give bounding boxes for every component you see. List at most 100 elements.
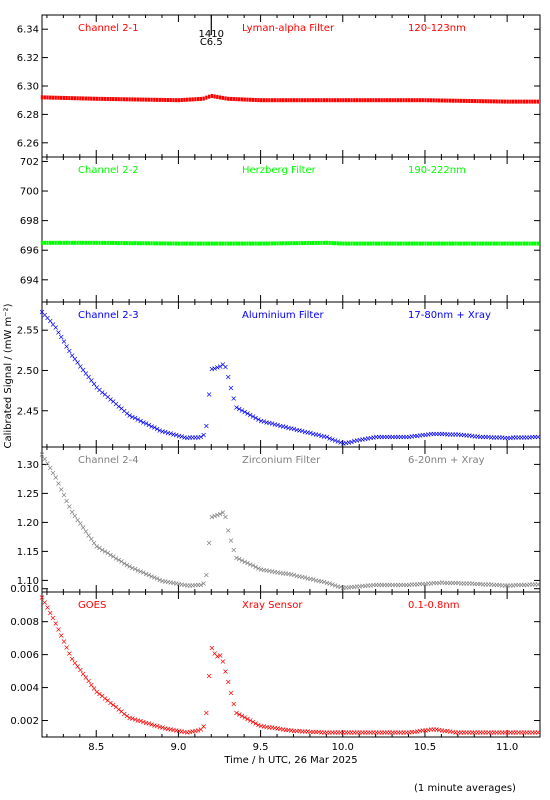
data-point: × bbox=[515, 728, 522, 737]
data-point: × bbox=[176, 431, 183, 440]
data-point bbox=[432, 98, 435, 103]
data-point: × bbox=[351, 728, 358, 737]
data-point: × bbox=[110, 552, 117, 561]
data-point: × bbox=[318, 431, 325, 440]
data-point: × bbox=[39, 308, 46, 317]
data-point: × bbox=[113, 554, 120, 563]
data-point: × bbox=[110, 700, 117, 709]
data-point: × bbox=[496, 433, 503, 442]
data-point: × bbox=[145, 719, 152, 728]
data-point: × bbox=[269, 567, 276, 576]
data-point bbox=[421, 98, 424, 103]
data-point: × bbox=[154, 424, 161, 433]
data-point bbox=[292, 241, 296, 246]
data-point: × bbox=[228, 536, 235, 545]
data-point: × bbox=[217, 362, 224, 371]
data-point: × bbox=[496, 581, 503, 590]
data-point bbox=[136, 241, 140, 246]
data-point bbox=[81, 240, 85, 245]
data-point: × bbox=[167, 429, 174, 438]
data-point: × bbox=[452, 430, 459, 439]
data-point bbox=[287, 241, 290, 246]
data-point: × bbox=[367, 581, 374, 590]
data-point bbox=[533, 99, 537, 104]
data-point bbox=[117, 97, 120, 102]
data-point: × bbox=[458, 579, 465, 588]
data-point: × bbox=[55, 328, 62, 337]
data-point: × bbox=[411, 727, 418, 736]
data-point: × bbox=[121, 407, 128, 416]
wavelength-band: 190-222nm bbox=[408, 165, 466, 176]
data-point: × bbox=[318, 577, 325, 586]
data-point: × bbox=[354, 436, 361, 445]
y-tick-label: 702 bbox=[20, 157, 39, 168]
data-point: × bbox=[198, 725, 205, 734]
data-point: × bbox=[151, 721, 158, 730]
data-point: × bbox=[41, 311, 48, 320]
data-point bbox=[355, 241, 359, 246]
data-point bbox=[175, 98, 178, 103]
data-point bbox=[490, 99, 493, 104]
data-point bbox=[92, 96, 96, 101]
data-point bbox=[396, 241, 400, 246]
data-point: × bbox=[137, 416, 144, 425]
data-point: × bbox=[88, 376, 95, 385]
y-tick-label: 1.30 bbox=[17, 460, 39, 471]
y-tick-label: 2.45 bbox=[17, 406, 39, 417]
data-point bbox=[81, 96, 85, 101]
data-point bbox=[49, 240, 52, 245]
data-point bbox=[416, 98, 419, 103]
data-point bbox=[522, 99, 526, 104]
data-point: × bbox=[291, 726, 298, 735]
data-point: × bbox=[263, 566, 270, 575]
data-point: × bbox=[222, 513, 229, 522]
data-point: × bbox=[282, 423, 289, 432]
data-point: × bbox=[376, 433, 383, 442]
data-point bbox=[410, 98, 414, 103]
data-point: × bbox=[52, 619, 59, 628]
data-point bbox=[353, 98, 356, 103]
data-point: × bbox=[521, 580, 528, 589]
data-point: × bbox=[302, 727, 309, 736]
filter-name: Xray Sensor bbox=[242, 600, 303, 611]
data-point bbox=[106, 240, 109, 245]
data-point: × bbox=[471, 579, 478, 588]
data-point: × bbox=[439, 726, 446, 735]
data-point: × bbox=[85, 531, 92, 540]
data-point bbox=[325, 240, 329, 245]
data-point bbox=[416, 241, 419, 246]
data-point: × bbox=[203, 571, 210, 580]
data-point bbox=[399, 98, 403, 103]
data-point: × bbox=[74, 515, 81, 524]
data-point: × bbox=[247, 411, 254, 420]
data-point: × bbox=[389, 728, 396, 737]
data-point bbox=[509, 99, 512, 104]
data-point bbox=[391, 98, 394, 103]
data-point bbox=[172, 241, 175, 246]
data-point: × bbox=[110, 397, 117, 406]
data-point bbox=[533, 241, 537, 246]
data-point: × bbox=[291, 425, 298, 434]
data-point bbox=[125, 97, 129, 102]
data-point: × bbox=[365, 581, 372, 590]
data-point: × bbox=[124, 561, 131, 570]
data-point: × bbox=[406, 580, 413, 589]
data-point: × bbox=[480, 433, 487, 442]
data-point: × bbox=[491, 728, 498, 737]
data-point bbox=[388, 98, 392, 103]
data-point: × bbox=[52, 473, 59, 482]
data-point: × bbox=[198, 581, 205, 590]
data-point: × bbox=[392, 580, 399, 589]
data-point bbox=[490, 241, 493, 246]
data-point bbox=[448, 98, 452, 103]
data-point: × bbox=[219, 657, 226, 666]
data-point bbox=[205, 241, 208, 246]
panel-2: 694 696 698 700 702 Channel 2-2 Herzberg Filte… bbox=[20, 156, 541, 303]
data-point: × bbox=[384, 728, 391, 737]
data-point: × bbox=[471, 432, 478, 441]
data-point: × bbox=[321, 432, 328, 441]
data-point: × bbox=[266, 723, 273, 732]
data-point bbox=[122, 97, 126, 102]
data-point bbox=[281, 241, 285, 246]
data-point bbox=[84, 96, 88, 101]
